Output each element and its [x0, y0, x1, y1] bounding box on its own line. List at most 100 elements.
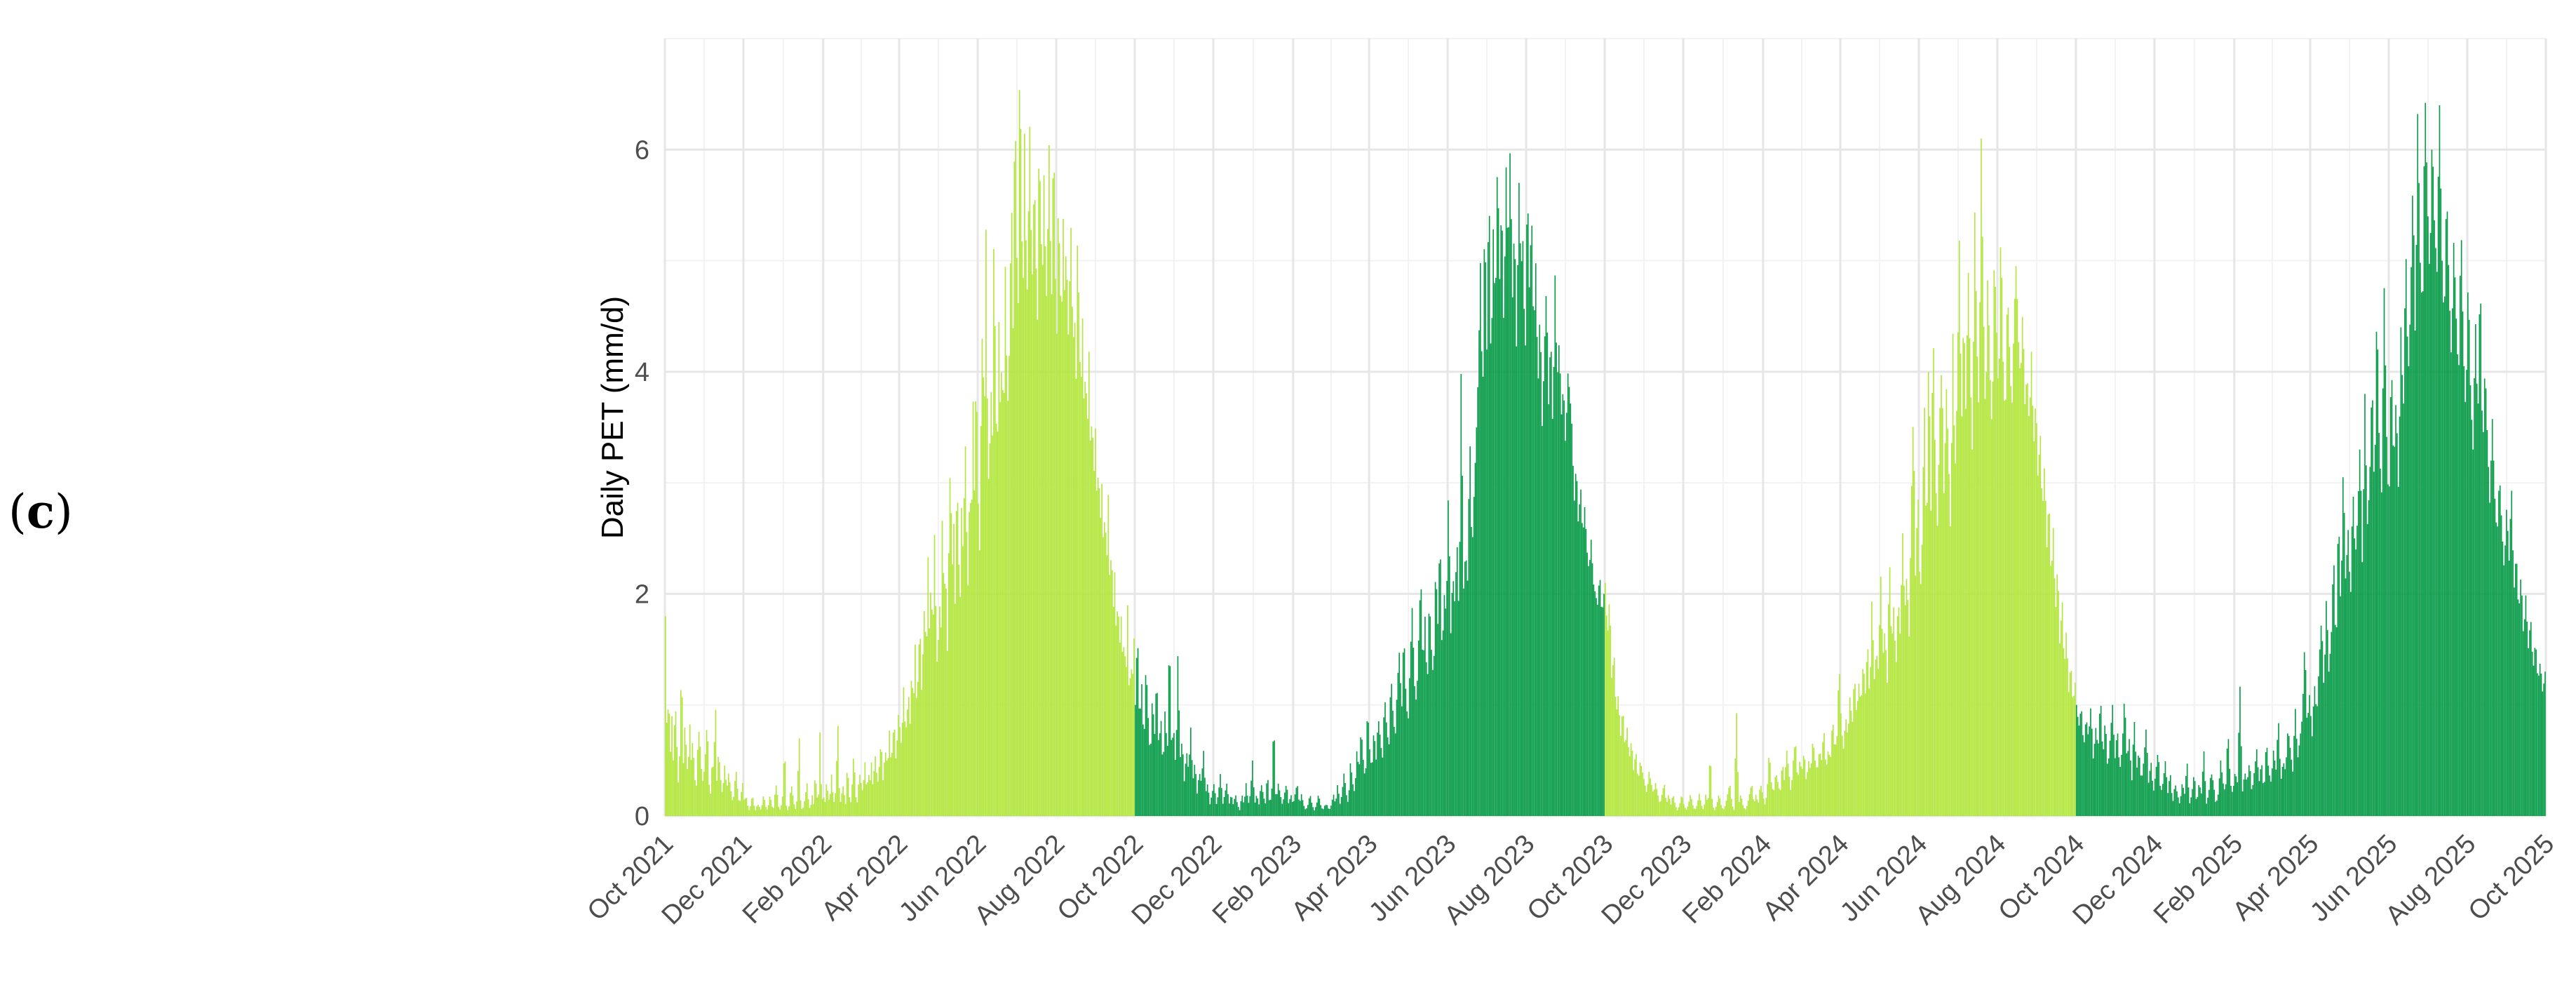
- pet-bar: [1924, 408, 1925, 816]
- pet-bar: [707, 741, 709, 816]
- pet-bar: [1759, 789, 1761, 816]
- panel-label: (c): [8, 484, 73, 539]
- pet-bar: [2359, 449, 2361, 816]
- pet-bar: [877, 782, 879, 816]
- pet-bar: [1015, 140, 1016, 816]
- pet-bar: [1047, 229, 1048, 816]
- pet-bar: [1588, 566, 1589, 816]
- pet-bar: [1842, 749, 1845, 816]
- pet-bar: [701, 769, 703, 816]
- pet-bar: [1159, 733, 1161, 816]
- pet-bar: [1375, 759, 1377, 816]
- pet-bar: [1715, 806, 1717, 816]
- pet-bar: [2065, 632, 2067, 816]
- pet-bar: [1354, 778, 1356, 816]
- pet-bar: [1023, 278, 1024, 816]
- pet-bar: [2292, 771, 2294, 816]
- pet-bar: [2280, 778, 2282, 816]
- pet-bar: [2310, 716, 2312, 816]
- pet-bar: [1462, 476, 1463, 816]
- pet-bar: [873, 770, 875, 816]
- pet-bar: [2364, 394, 2366, 816]
- pet-bar: [2300, 733, 2302, 816]
- pet-bar: [2428, 264, 2430, 816]
- pet-bar: [1272, 742, 1274, 816]
- pet-bar: [1729, 785, 1731, 816]
- pet-bar: [1095, 428, 1096, 816]
- pet-bar: [1121, 652, 1124, 816]
- pet-bar: [2340, 596, 2341, 816]
- pet-bar: [1557, 372, 1558, 816]
- pet-bar: [1469, 446, 1471, 816]
- pet-bar: [736, 789, 739, 816]
- pet-bar: [1221, 788, 1222, 816]
- pet-bar: [1283, 792, 1286, 816]
- pet-bar: [2530, 622, 2532, 816]
- pet-bar: [1500, 225, 1502, 816]
- pet-bar: [986, 398, 988, 816]
- pet-bar: [1987, 280, 1988, 816]
- pet-bar: [1870, 667, 1871, 816]
- pet-bar: [1668, 795, 1669, 816]
- pet-bar: [1626, 728, 1628, 816]
- pet-bar: [1312, 807, 1314, 816]
- pet-bar: [720, 780, 722, 816]
- pet-bar: [1904, 605, 1906, 816]
- pet-bar: [1791, 780, 1793, 816]
- pet-bar: [969, 511, 970, 816]
- pet-bar: [1769, 762, 1771, 816]
- pet-bar: [802, 807, 804, 816]
- pet-bar: [824, 801, 826, 816]
- pet-bar: [927, 557, 929, 816]
- pet-bar: [1482, 376, 1484, 816]
- pet-bar: [1730, 798, 1732, 816]
- pet-bar: [2253, 772, 2255, 816]
- pet-bar: [1227, 794, 1229, 816]
- pet-bar: [1425, 662, 1427, 816]
- pet-bar: [1334, 801, 1336, 816]
- pet-bar: [1849, 697, 1851, 816]
- pet-bar: [1625, 740, 1627, 816]
- pet-bar: [1340, 797, 1342, 816]
- pet-bar: [993, 248, 994, 816]
- pet-bar: [2212, 780, 2214, 816]
- pet-bar: [1652, 791, 1654, 816]
- pet-bar: [1537, 378, 1539, 816]
- pet-bar: [2226, 748, 2228, 816]
- pet-bar: [760, 809, 762, 816]
- pet-bar: [1631, 750, 1633, 816]
- pet-bar: [1841, 735, 1843, 816]
- pet-bar: [953, 523, 955, 816]
- pet-bar: [800, 800, 802, 816]
- pet-bar: [1388, 744, 1390, 816]
- pet-bar: [1118, 616, 1119, 816]
- pet-bar: [1201, 768, 1203, 816]
- pet-bar: [1166, 733, 1167, 816]
- pet-bar: [947, 650, 948, 816]
- pet-bar: [2004, 399, 2007, 816]
- pet-bar: [910, 681, 912, 816]
- pet-bar: [2406, 336, 2408, 816]
- pet-bar: [2288, 735, 2290, 816]
- pet-bar: [1408, 718, 1409, 816]
- pet-bar: [1477, 387, 1478, 816]
- pet-bar: [2033, 441, 2035, 816]
- pet-bar: [1214, 793, 1216, 816]
- pet-bar: [1016, 257, 1018, 817]
- pet-bar: [1033, 204, 1034, 816]
- pet-bar: [1149, 744, 1150, 816]
- pet-bar: [1699, 800, 1701, 816]
- pet-bar: [1366, 721, 1368, 816]
- pet-bar: [1786, 750, 1788, 816]
- pet-bar: [1335, 798, 1337, 816]
- pet-bar: [1927, 502, 1928, 816]
- pet-bar: [2408, 366, 2410, 816]
- pet-bar: [2239, 686, 2241, 816]
- pet-bar: [1394, 733, 1396, 816]
- pet-bar: [2441, 260, 2443, 817]
- pet-bar: [2516, 563, 2518, 816]
- pet-bar: [858, 784, 860, 816]
- pet-bar: [1460, 373, 1462, 816]
- pet-bar: [1328, 808, 1330, 816]
- pet-bar: [1330, 805, 1332, 816]
